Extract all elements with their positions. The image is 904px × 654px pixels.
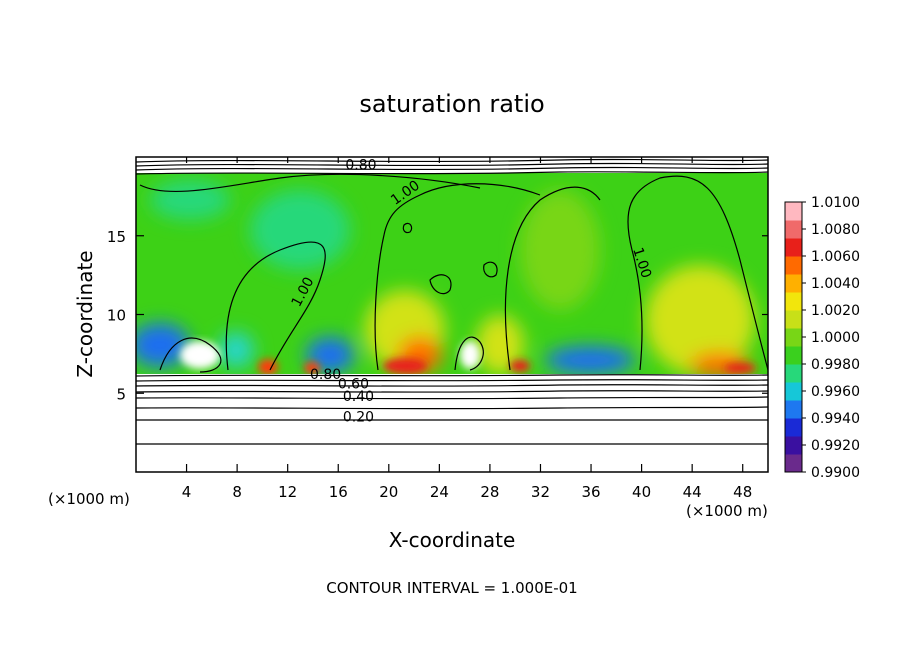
x-axis-ticks: 4 8 12 16 20 24 28 32 36 40 44 48 <box>182 157 752 501</box>
colorbar-swatch <box>785 418 802 437</box>
x-tick-label: 28 <box>480 483 499 501</box>
colorbar-swatch <box>785 274 802 293</box>
colorbar-label: 0.9940 <box>811 411 860 427</box>
y-tick-label: 15 <box>107 228 126 246</box>
x-tick-label: 20 <box>379 483 398 501</box>
colorbar-swatch <box>785 346 802 365</box>
colorbar-swatch <box>785 454 802 473</box>
x-axis-title: X-coordinate <box>389 528 516 552</box>
colorbar: 1.0100 1.0080 1.0060 1.0040 1.0020 1.0000 0.99… <box>784 195 860 481</box>
x-tick-label: 32 <box>531 483 550 501</box>
x-tick-label: 16 <box>329 483 348 501</box>
y-tick-label: 10 <box>107 307 126 325</box>
chart-title: saturation ratio <box>359 90 544 118</box>
colorbar-label: 1.0020 <box>811 303 860 319</box>
colorbar-swatch <box>785 310 802 329</box>
colorbar-label: 0.9960 <box>811 384 860 400</box>
colorbar-label: 1.0040 <box>811 276 860 292</box>
x-tick-label: 4 <box>182 483 192 501</box>
colorbar-label: 0.9920 <box>811 438 860 454</box>
x-tick-label: 12 <box>278 483 297 501</box>
y-axis-ticks: 5 10 15 <box>107 228 768 403</box>
colorbar-swatch <box>785 202 802 221</box>
contour-label: 0.60 <box>338 377 369 393</box>
colorbar-label: 1.0060 <box>811 249 860 265</box>
colorbar-swatch <box>785 436 802 455</box>
colorbar-label: 1.0080 <box>811 222 860 238</box>
contour-label: 0.40 <box>343 389 374 405</box>
colorbar-label: 0.9900 <box>811 465 860 481</box>
contour-interval-label: CONTOUR INTERVAL = 1.000E-01 <box>326 579 577 597</box>
y-axis-title: Z-coordinate <box>73 250 97 377</box>
colorbar-swatch <box>785 238 802 257</box>
x-tick-label: 44 <box>683 483 702 501</box>
contour-lines <box>136 158 768 446</box>
contour-label: 0.20 <box>343 410 374 426</box>
colorbar-swatch <box>785 256 802 275</box>
y-tick-label: 5 <box>116 385 126 403</box>
x-tick-label: 24 <box>430 483 449 501</box>
contour-label: 0.80 <box>345 158 376 174</box>
x-tick-label: 48 <box>733 483 752 501</box>
contour-label: 0.80 <box>310 367 341 383</box>
colorbar-swatch <box>785 292 802 311</box>
colorbar-label: 0.9980 <box>811 357 860 373</box>
colorbar-swatch <box>785 400 802 419</box>
colorbar-label: 1.0000 <box>811 330 860 346</box>
colorbar-swatch <box>785 382 802 401</box>
colorbar-swatch <box>785 364 802 383</box>
colorbar-swatch <box>785 220 802 239</box>
x-tick-label: 36 <box>581 483 600 501</box>
colorbar-swatch <box>785 328 802 347</box>
x-unit-label-right: (×1000 m) <box>686 502 768 520</box>
heatmap-field <box>136 157 768 472</box>
colorbar-label: 1.0100 <box>811 195 860 211</box>
x-unit-label-left: (×1000 m) <box>48 490 130 508</box>
x-tick-label: 8 <box>232 483 242 501</box>
x-tick-label: 40 <box>632 483 651 501</box>
